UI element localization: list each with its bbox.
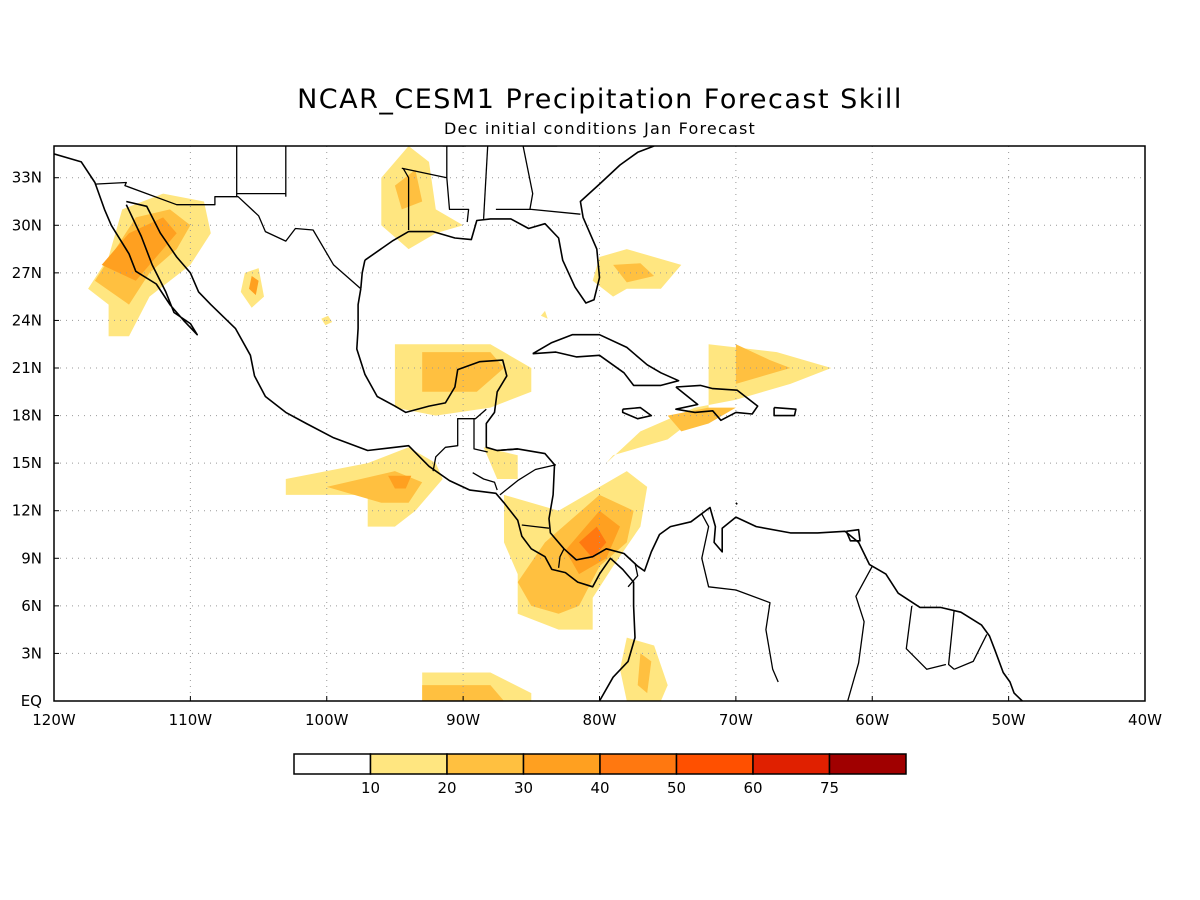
- political-border: [499, 464, 557, 496]
- political-border: [953, 634, 988, 670]
- coastline: [845, 528, 861, 542]
- lat-tick-label: 24N: [12, 311, 42, 329]
- skill-region-16: [388, 475, 412, 489]
- lat-tick-label: 27N: [12, 264, 42, 282]
- colorbar-swatch: [599, 753, 678, 775]
- political-border: [473, 418, 488, 453]
- coastline: [735, 502, 738, 505]
- skill-region-13: [667, 407, 736, 432]
- lon-tick-label: 120W: [32, 711, 76, 729]
- lat-tick-label: 18N: [12, 407, 42, 425]
- lat-tick-label: 21N: [12, 359, 42, 377]
- colorbar-labels: 10 20 30 40 50 60 75: [361, 779, 839, 797]
- lat-tick-label: 30N: [12, 216, 42, 234]
- coastline: [54, 153, 198, 336]
- map-title: NCAR_CESM1 Precipitation Forecast Skill: [297, 84, 903, 115]
- colorbar-label: 40: [590, 779, 609, 797]
- lat-tick-label: 9N: [21, 549, 42, 567]
- political-border: [627, 562, 639, 588]
- skill-region-2: [101, 217, 177, 281]
- political-border: [432, 408, 487, 472]
- political-border: [905, 605, 947, 670]
- political-border: [847, 565, 873, 701]
- skill-shading-layer: [88, 146, 832, 701]
- lat-tick-label: 3N: [21, 644, 42, 662]
- longitude-tick-marks: [53, 696, 1146, 701]
- political-border: [522, 146, 534, 210]
- political-border: [94, 181, 362, 290]
- coastline: [497, 448, 518, 452]
- lat-tick-label: 12N: [12, 502, 42, 520]
- skill-region-27: [540, 310, 548, 319]
- skill-region-12: [735, 344, 791, 384]
- colorbar-label: 75: [820, 779, 839, 797]
- colorbar-swatch: [369, 753, 448, 775]
- political-border: [495, 208, 581, 215]
- skill-region-10: [613, 263, 655, 283]
- colorbar-label: 10: [361, 779, 380, 797]
- political-border: [472, 472, 498, 491]
- political-border: [701, 513, 779, 683]
- colorbar-label: 60: [743, 779, 762, 797]
- lat-tick-label: 15N: [12, 454, 42, 472]
- lon-tick-label: 100W: [305, 711, 349, 729]
- latitude-tick-labels: EQ 3N 6N 9N 12N 15N 18N 21N 24N 27N 30N 33N: [12, 169, 59, 710]
- coastline: [355, 288, 1023, 701]
- colorbar-swatch: [752, 753, 831, 775]
- coastline: [364, 146, 655, 304]
- lon-tick-label: 80W: [583, 711, 617, 729]
- skill-region-23: [637, 653, 652, 694]
- longitude-tick-labels: 120W 110W 100W 90W 80W 70W 60W 50W 40W: [32, 711, 1162, 729]
- political-border: [401, 167, 470, 223]
- coastline: [773, 406, 797, 417]
- plot-frame: [53, 145, 1146, 702]
- colorbar-label: 20: [437, 779, 456, 797]
- coastline: [621, 406, 653, 420]
- colorbar-swatch: [293, 753, 372, 775]
- skill-region-25: [422, 685, 504, 701]
- colorbar-swatch: [828, 753, 907, 775]
- lat-tick-label: 6N: [21, 597, 42, 615]
- skill-region-11: [592, 344, 832, 479]
- political-border: [521, 524, 550, 529]
- lon-tick-label: 50W: [992, 711, 1026, 729]
- lon-tick-label: 60W: [855, 711, 889, 729]
- lon-tick-label: 40W: [1128, 711, 1162, 729]
- political-border: [482, 146, 489, 219]
- skill-region-4: [249, 276, 259, 296]
- coastline: [126, 200, 636, 701]
- political-border: [402, 167, 410, 230]
- coastline: [532, 333, 680, 387]
- skill-region-17: [483, 447, 518, 479]
- map-subtitle: Dec initial conditions Jan Forecast: [444, 119, 756, 138]
- political-border: [557, 548, 565, 568]
- coastline: [360, 260, 366, 289]
- lat-tick-label: EQ: [21, 692, 42, 710]
- coastline: [675, 384, 759, 422]
- colorbar-label: 50: [667, 779, 686, 797]
- colorbar-label: 30: [514, 779, 533, 797]
- political-border: [947, 610, 955, 670]
- colorbar-swatch: [522, 753, 601, 775]
- skill-region-21: [579, 526, 607, 559]
- lon-tick-label: 70W: [719, 711, 753, 729]
- skill-region-5: [381, 146, 464, 250]
- colorbar-swatch: [446, 753, 525, 775]
- lon-tick-label: 90W: [446, 711, 480, 729]
- colorbar: [293, 753, 907, 775]
- lat-tick-label: 33N: [12, 169, 42, 187]
- colorbar-swatch: [675, 753, 754, 775]
- lon-tick-label: 110W: [169, 711, 213, 729]
- gridlines: [54, 146, 1145, 701]
- coastline-layer: [54, 146, 1023, 701]
